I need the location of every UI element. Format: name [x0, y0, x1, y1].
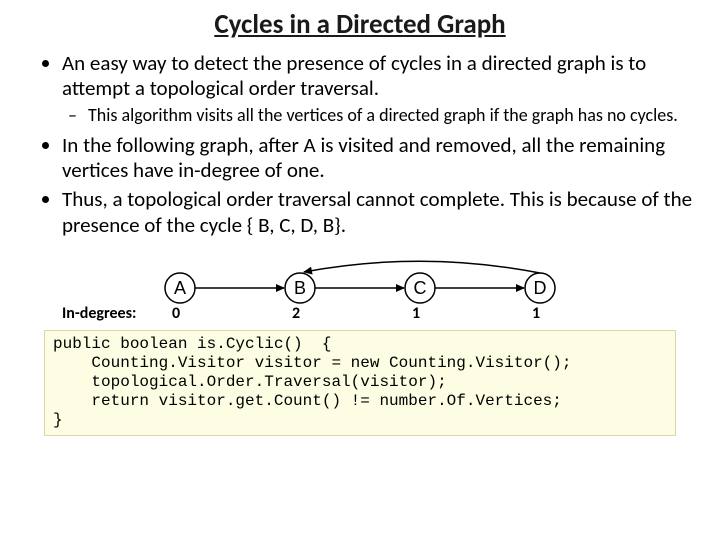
edge-D-B: [304, 261, 540, 273]
node-label-C: C: [414, 278, 427, 298]
indegree-label: In-degrees:: [62, 304, 136, 323]
indegree-D: 1: [532, 304, 540, 323]
node-label-D: D: [534, 278, 547, 298]
graph-svg: A B C D: [120, 246, 600, 324]
bullet-1-text: An easy way to detect the presence of cy…: [62, 50, 646, 101]
slide-title: Cycles in a Directed Graph: [24, 8, 696, 41]
bullet-2: In the following graph, after A is visit…: [62, 133, 696, 183]
sub-bullet-list: This algorithm visits all the vertices o…: [62, 105, 696, 127]
indegree-C: 1: [412, 304, 420, 323]
graph-diagram: ABCD In-degrees: 0 2 1 1: [120, 246, 600, 324]
indegree-A: 0: [172, 304, 180, 323]
node-label-A: A: [174, 278, 186, 298]
bullet-list: An easy way to detect the presence of cy…: [24, 51, 696, 238]
bullet-3: Thus, a topological order traversal cann…: [62, 187, 696, 237]
sub-bullet-1: This algorithm visits all the vertices o…: [88, 105, 696, 127]
node-label-B: B: [294, 278, 306, 298]
slide-content: Cycles in a Directed Graph An easy way t…: [0, 0, 720, 444]
indegree-B: 2: [292, 304, 300, 323]
code-block: public boolean is.Cyclic() { Counting.Vi…: [44, 330, 676, 436]
bullet-1: An easy way to detect the presence of cy…: [62, 51, 696, 127]
graph-edges: [195, 261, 540, 288]
